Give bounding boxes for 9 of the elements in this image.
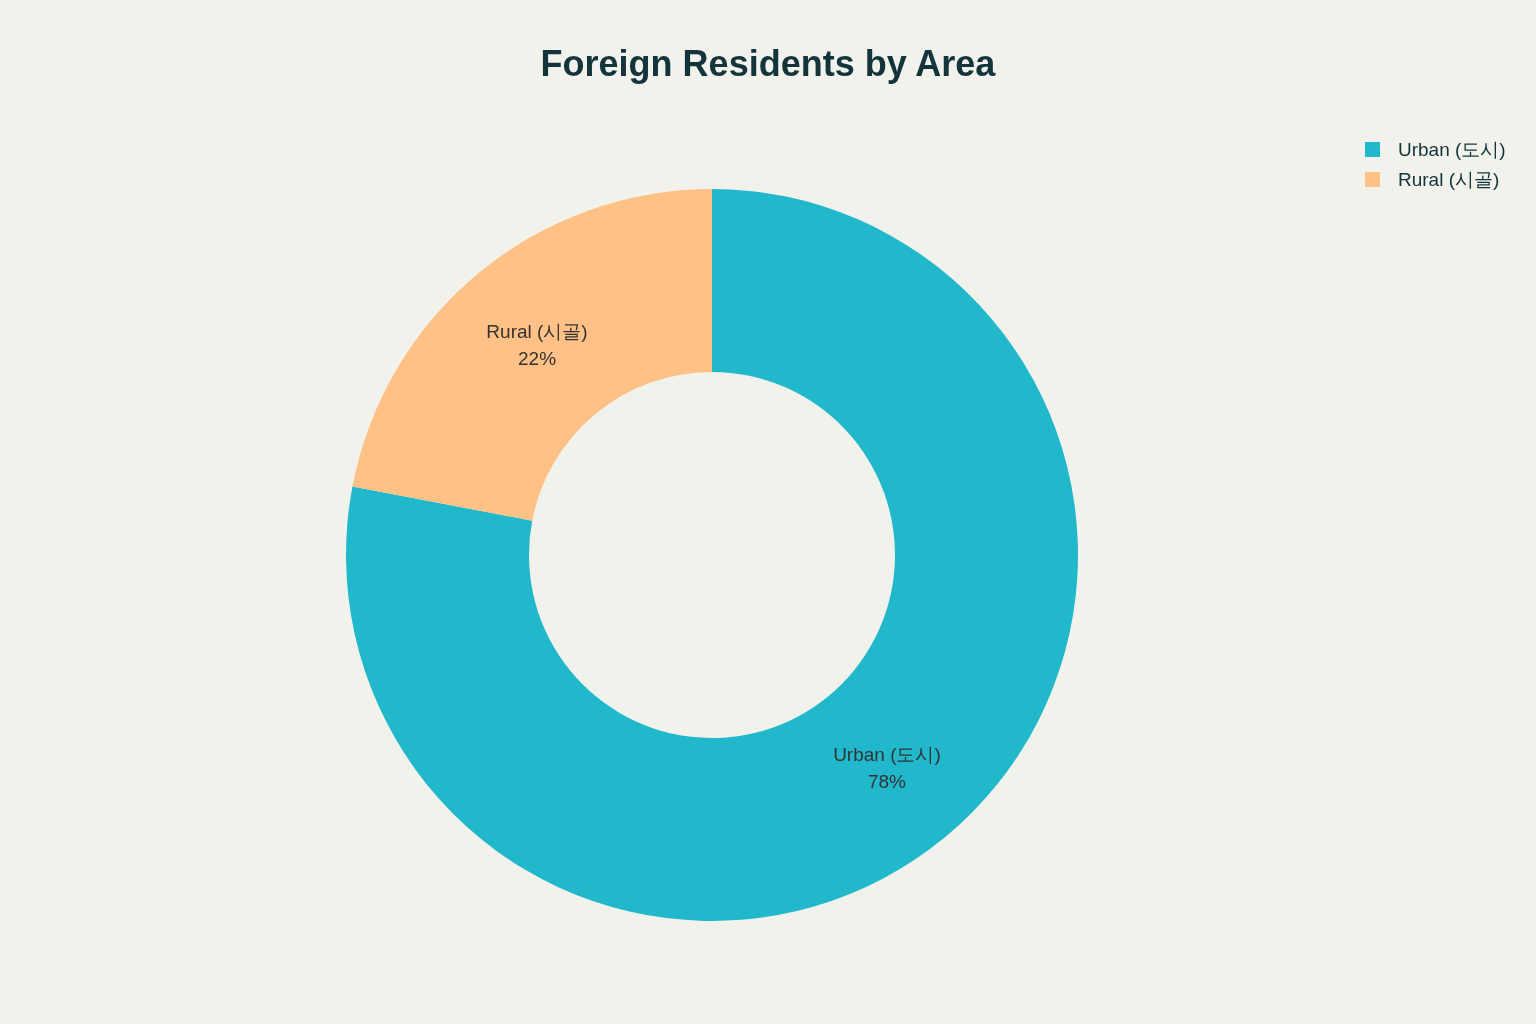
slice-label: Rural (시골) — [486, 320, 588, 342]
data-label: 22% — [518, 347, 557, 369]
chart-title: Foreign Residents by Area — [540, 43, 997, 84]
slice-label: Urban (도시) — [833, 743, 941, 765]
donut-slice — [352, 189, 712, 521]
donut-slice — [346, 189, 1078, 921]
data-label: 78% — [867, 770, 907, 792]
legend-label: Urban (도시) — [1398, 139, 1506, 160]
legend-label: Rural (시골) — [1398, 169, 1500, 190]
